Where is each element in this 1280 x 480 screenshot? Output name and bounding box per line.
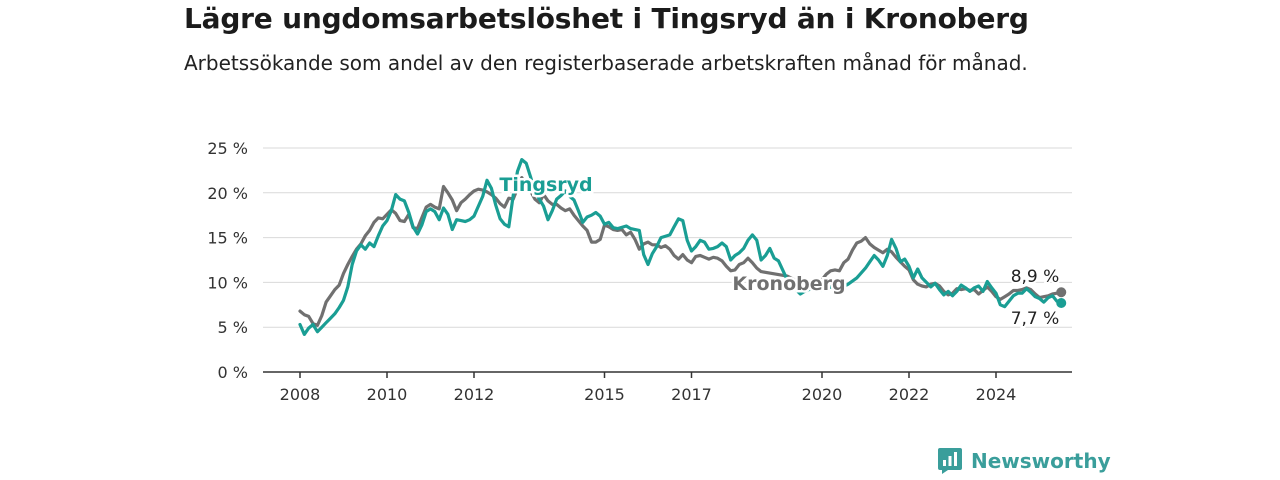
- chart-subtitle: Arbetssökande som andel av den registerb…: [184, 51, 1028, 75]
- end-point-kronoberg: [1056, 287, 1067, 298]
- newsworthy-logo-icon: [938, 448, 962, 474]
- chart-labels: Tingsryd Kronoberg 8,9 % 7,7 %: [497, 172, 1067, 331]
- chart-series: [298, 158, 1063, 336]
- y-axis: 0 % 5 % 10 % 15 % 20 % 25 %: [207, 139, 248, 382]
- brand-name: Newsworthy: [971, 449, 1111, 473]
- series-label-kronoberg: Kronoberg: [732, 273, 845, 295]
- y-tick-label: 5 %: [218, 318, 248, 337]
- end-label-tingsryd: 7,7 %: [1011, 309, 1060, 329]
- series-line-tingsryd: [298, 158, 1063, 336]
- y-tick-label: 0 %: [218, 363, 248, 382]
- y-tick-label: 25 %: [207, 139, 248, 158]
- newsworthy-brand[interactable]: Newsworthy: [937, 447, 1111, 475]
- end-label-kronoberg: 8,9 %: [1011, 267, 1060, 287]
- end-point-tingsryd: [1056, 298, 1067, 309]
- x-tick-label: 2017: [671, 385, 712, 404]
- x-tick-label: 2022: [889, 385, 930, 404]
- y-tick-label: 10 %: [207, 273, 248, 292]
- x-tick-label: 2015: [584, 385, 625, 404]
- y-tick-label: 15 %: [207, 229, 248, 248]
- series-label-tingsryd: Tingsryd: [499, 174, 592, 196]
- x-axis: 2008 2010 2012 2015 2017 2020 2022 2024: [263, 371, 1072, 404]
- y-tick-label: 20 %: [207, 184, 248, 203]
- chart-title: Lägre ungdomsarbetslöshet i Tingsryd än …: [184, 2, 1029, 35]
- x-tick-label: 2020: [802, 385, 843, 404]
- x-tick-label: 2024: [976, 385, 1017, 404]
- line-chart: 0 %5 %10 %15 %20 %25 % 2008 2010 2012 2015 2…: [207, 139, 1072, 404]
- x-tick-label: 2008: [280, 385, 321, 404]
- chart-grid: [263, 147, 1072, 328]
- series-line-kronoberg: [298, 176, 1063, 327]
- x-tick-label: 2012: [454, 385, 495, 404]
- x-tick-label: 2010: [367, 385, 408, 404]
